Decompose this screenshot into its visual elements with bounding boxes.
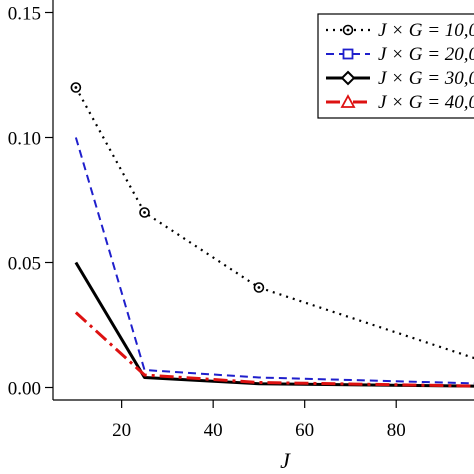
series-layer xyxy=(70,82,474,388)
legend-marker-4 xyxy=(340,94,356,108)
axes-layer: 20 40 60 80 0.00 0.05 0.10 0.15 xyxy=(8,0,474,441)
series-1-point-center xyxy=(257,286,261,289)
legend-marker-3 xyxy=(340,70,356,86)
y-tick-label: 0.15 xyxy=(8,4,41,25)
legend-label-1: J × G = 10,0 xyxy=(378,20,474,41)
legend-label-2: J × G = 20,0 xyxy=(378,44,474,65)
x-axis-label: J xyxy=(280,448,291,473)
legend: J × G = 10,0 J × G = 20,0 J × G = 30,0 J × … xyxy=(317,13,474,119)
series-line-2 xyxy=(74,137,474,385)
y-tick-label: 0.10 xyxy=(8,129,41,150)
legend-marker-2 xyxy=(342,48,354,60)
legend-marker-1-center xyxy=(346,28,350,32)
series-1-point-center xyxy=(74,86,78,89)
x-tick-label: 80 xyxy=(387,420,406,441)
series-line-1 xyxy=(74,86,474,360)
legend-label-4: J × G = 40,0 xyxy=(378,92,474,113)
y-tick-label: 0.05 xyxy=(8,254,41,275)
series-1-point-center xyxy=(143,211,146,214)
y-tick-label: 0.00 xyxy=(8,379,41,400)
legend-label-3: J × G = 30,0 xyxy=(378,68,474,89)
series-line-4 xyxy=(74,311,474,388)
x-tick-label: 20 xyxy=(112,420,131,441)
series-line-3 xyxy=(74,261,474,388)
x-tick-label: 60 xyxy=(295,420,314,441)
x-tick-label: 40 xyxy=(204,420,223,441)
